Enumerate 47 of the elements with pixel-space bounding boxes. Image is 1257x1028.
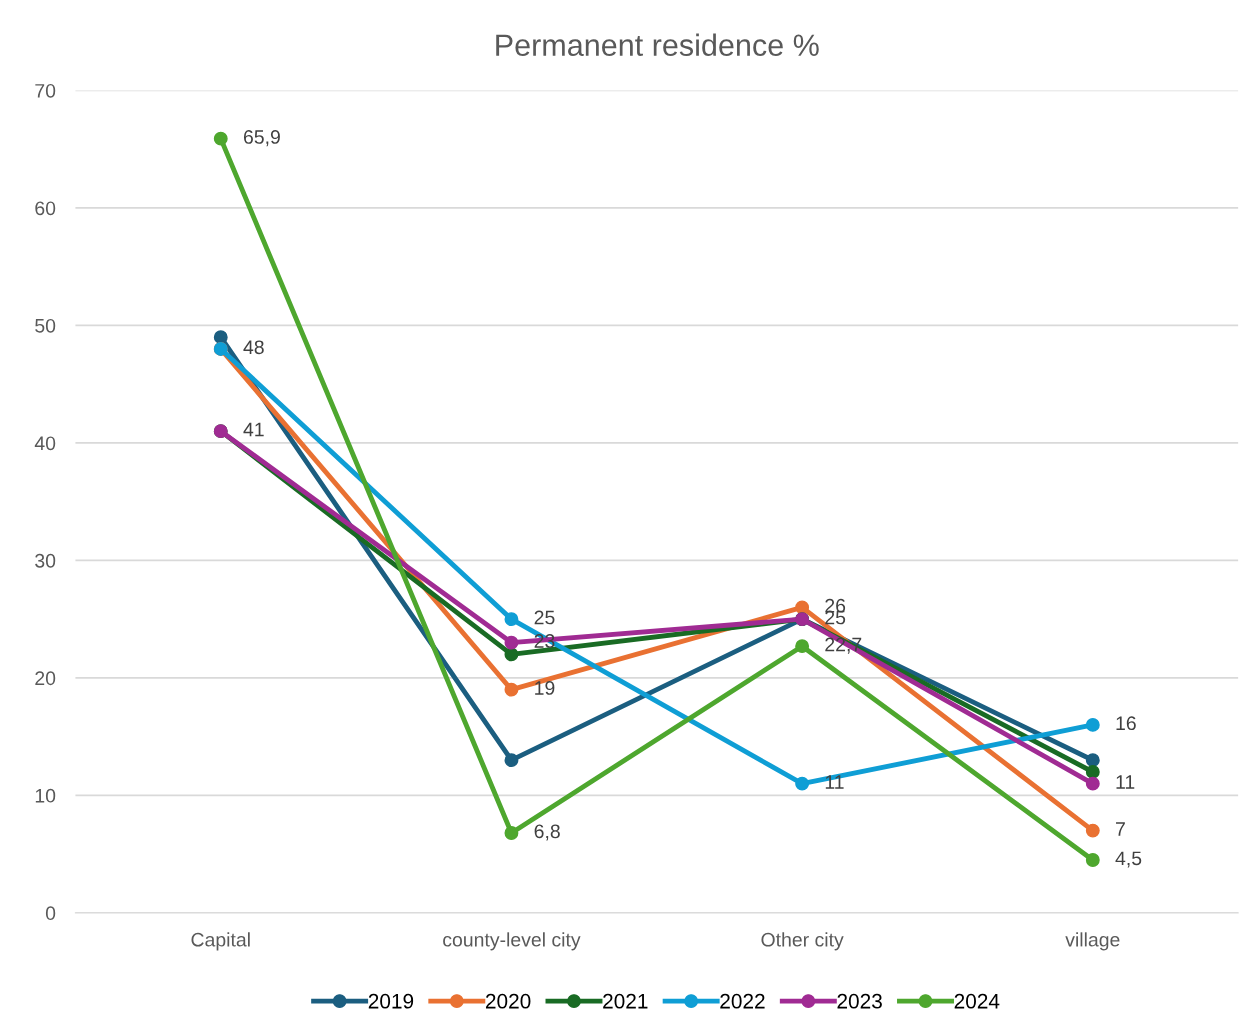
point [504, 612, 519, 627]
data-label: 25 [534, 610, 555, 625]
data-label: 41 [243, 422, 264, 437]
legend-label: 2020 [485, 993, 531, 1009]
data-label: 48 [243, 340, 264, 355]
point [1085, 853, 1100, 867]
y-tick-label: 60 [35, 201, 56, 216]
y-tick-label: 0 [45, 906, 56, 921]
chart-title: Permanent residence % [496, 33, 819, 57]
point [795, 639, 810, 654]
legend-label: 2023 [837, 993, 882, 1009]
point [1085, 764, 1100, 779]
data-label: 11 [1116, 775, 1135, 789]
data-label: 4,5 [1115, 851, 1142, 868]
point [1085, 717, 1100, 732]
y-tick-label: 10 [35, 788, 56, 803]
y-tick-label: 40 [34, 436, 56, 451]
point [213, 330, 228, 345]
y-tick-label: 70 [35, 83, 56, 98]
legend-label: 2024 [954, 993, 1000, 1009]
x-tick-label: Other city [761, 932, 844, 951]
point [795, 776, 810, 791]
legend-label: 2019 [368, 993, 414, 1009]
x-tick-label: Capital [191, 932, 250, 951]
y-tick-label: 30 [35, 553, 56, 568]
point [1085, 823, 1100, 838]
legend-label: 2022 [720, 993, 765, 1009]
x-tick-label: county-level city [443, 932, 581, 951]
point [1085, 776, 1100, 791]
point [504, 682, 519, 697]
point [1085, 753, 1100, 768]
point [795, 600, 810, 615]
point [504, 647, 519, 662]
x-tick-label: village [1065, 932, 1120, 951]
y-tick-label: 50 [35, 318, 56, 333]
y-tick-label: 20 [35, 671, 56, 686]
data-label: 6,8 [534, 824, 560, 841]
point [504, 826, 519, 840]
data-label: 16 [1116, 716, 1136, 731]
point [504, 635, 519, 650]
point [504, 753, 519, 768]
legend-label: 2021 [603, 993, 648, 1009]
point [213, 131, 228, 146]
data-label: 7 [1116, 822, 1125, 836]
data-label: 19 [535, 681, 555, 695]
data-label: 65,9 [243, 130, 280, 147]
data-label: 11 [825, 775, 844, 789]
